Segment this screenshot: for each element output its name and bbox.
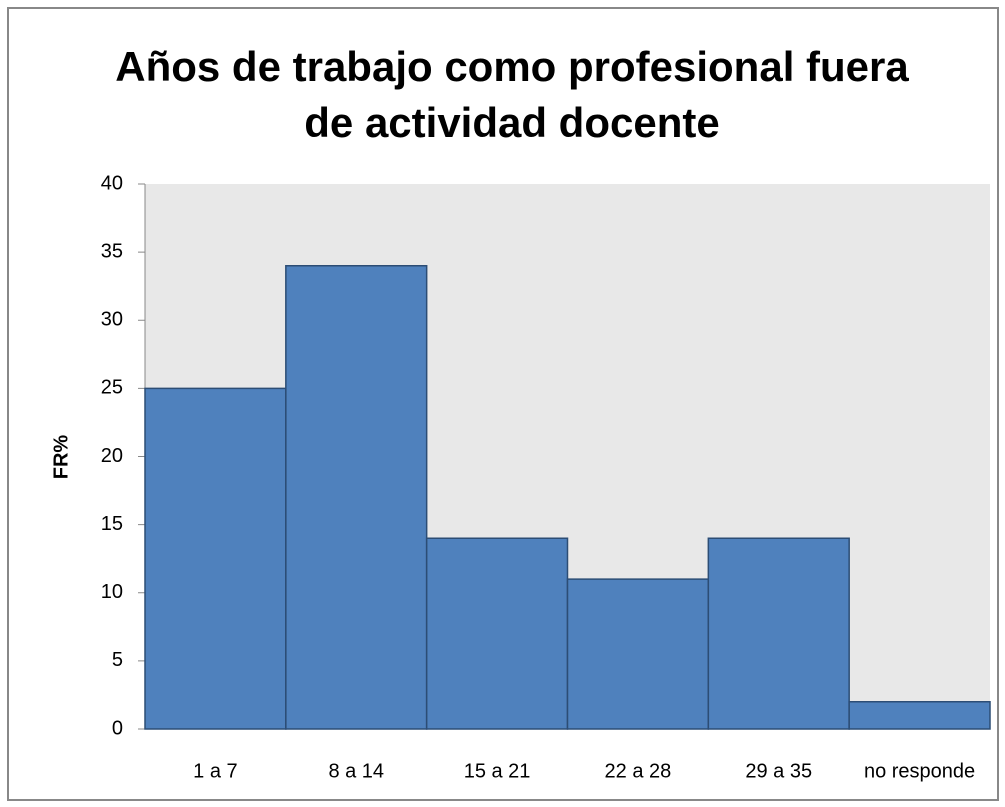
x-tick-label: 29 a 35 [745,760,812,782]
x-tick-label: no responde [864,760,975,782]
y-tick-label: 20 [101,445,123,467]
x-tick-label: 1 a 7 [193,760,237,782]
bar [285,265,428,730]
x-tick-label: 8 a 14 [328,760,384,782]
chart-title: de actividad docente [304,99,719,146]
bar [425,537,569,730]
bar [848,701,991,730]
y-tick-label: 5 [112,649,123,671]
y-tick-label: 0 [112,717,123,739]
chart-title: Años de trabajo como profesional fuera [115,43,909,90]
y-axis-label: FR% [50,435,72,480]
bar [144,387,287,730]
y-tick-label: 40 [101,172,123,194]
y-tick-label: 35 [101,240,123,262]
x-tick-label: 15 a 21 [464,760,531,782]
bar [566,578,710,730]
y-tick-label: 10 [101,581,123,603]
bar [707,537,850,730]
x-tick-label: 22 a 28 [605,760,672,782]
y-tick-label: 30 [101,309,123,331]
y-tick-label: 15 [101,513,123,535]
y-tick-label: 25 [101,377,123,399]
